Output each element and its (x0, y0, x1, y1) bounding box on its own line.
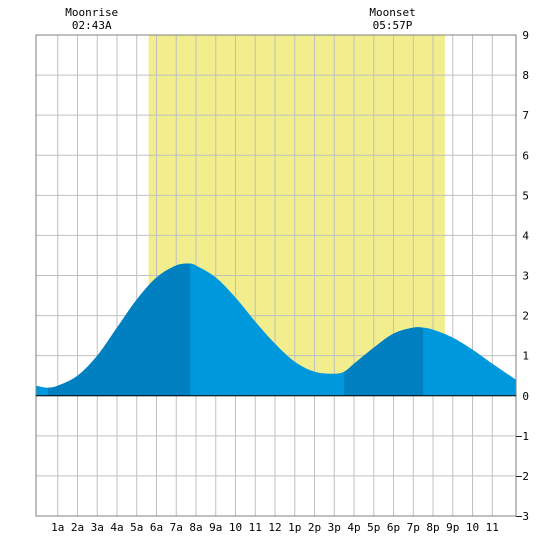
x-tick-label: 3p (328, 521, 341, 534)
y-tick-labels: −3 −2 −1 0 1 2 3 4 5 6 7 8 9 (516, 29, 530, 523)
y-tick-label: 2 (522, 310, 529, 323)
x-tick-label: 3a (91, 521, 104, 534)
moon-event-label: Moonset (369, 6, 415, 19)
x-tick-label: 6p (387, 521, 400, 534)
y-tick-label: 6 (522, 149, 529, 162)
moon-event-time: 05:57P (373, 19, 413, 32)
x-tick-label: 11 (249, 521, 262, 534)
x-tick-label: 2p (308, 521, 321, 534)
x-tick-label: 10 (229, 521, 242, 534)
x-tick-label: 6a (150, 521, 163, 534)
x-tick-labels: 1a 2a 3a 4a 5a 6a 7a 8a 9a 10 11 12 1p 2p 3p 4p 5p 6p 7p 8p… (51, 521, 499, 534)
y-tick-label: −1 (516, 430, 529, 443)
y-tick-label: 3 (522, 270, 529, 283)
x-tick-label: 8p (426, 521, 439, 534)
x-tick-label: 4a (110, 521, 123, 534)
x-tick-label: 4p (347, 521, 360, 534)
y-tick-label: 7 (522, 109, 529, 122)
plot-frame (35, 34, 517, 517)
x-tick-label: 1a (51, 521, 64, 534)
moon-event-label: Moonrise (65, 6, 118, 19)
x-tick-label: 12 (268, 521, 281, 534)
y-tick-label: 5 (522, 189, 529, 202)
tide-area-rising (47, 263, 191, 396)
y-tick-label: 0 (522, 390, 529, 403)
y-tick-label: −2 (516, 470, 529, 483)
x-tick-label: 9a (209, 521, 222, 534)
x-tick-label: 8a (189, 521, 202, 534)
y-tick-label: −3 (516, 510, 529, 523)
x-tick-label: 11 (486, 521, 499, 534)
y-tick-label: 8 (522, 69, 529, 82)
y-tick-label: 9 (522, 29, 529, 42)
moon-event-time: 02:43A (72, 19, 112, 32)
x-tick-label: 1p (288, 521, 301, 534)
x-tick-label: 7a (170, 521, 183, 534)
y-tick-label: 1 (522, 350, 529, 363)
x-tick-label: 5p (367, 521, 380, 534)
axes-layer (35, 34, 517, 517)
x-tick-label: 10 (466, 521, 479, 534)
x-tick-label: 5a (130, 521, 143, 534)
tide-area-layer (36, 263, 516, 396)
y-tick-label: 4 (522, 229, 529, 242)
tide-area-rising (344, 327, 424, 396)
x-tick-label: 9p (446, 521, 459, 534)
x-tick-label: 2a (71, 521, 84, 534)
x-tick-label: 7p (407, 521, 420, 534)
